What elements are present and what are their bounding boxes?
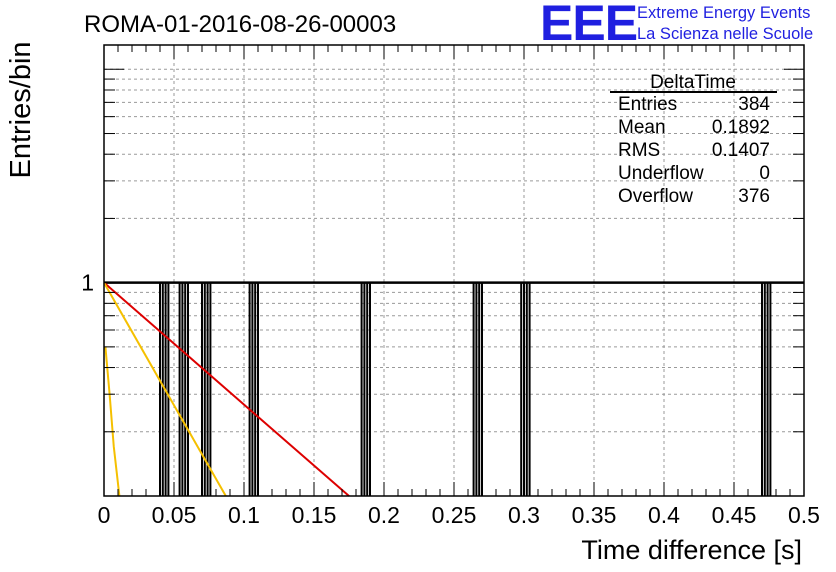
fit-curve (103, 281, 350, 497)
stats-box: DeltaTime Entries 384 Mean 0.1892 RMS 0.1407 U… (610, 72, 777, 207)
x-tick-label: 0.45 (712, 502, 757, 528)
histogram-bar (366, 281, 371, 496)
x-tick-label: 0.4 (648, 502, 680, 528)
y-axis-label: Entries/bin (5, 41, 37, 178)
histogram-bar (520, 281, 525, 496)
stats-value: 376 (738, 186, 770, 207)
x-tick-label: 0.3 (508, 502, 540, 528)
histogram-bar (248, 281, 254, 496)
histogram-bar (472, 281, 478, 496)
logo-line-2: La Scienza nelle Scuole (637, 25, 813, 43)
fit-curve (103, 282, 227, 497)
histogram-bar (766, 281, 772, 496)
histogram-bar (360, 281, 366, 496)
stats-label: Overflow (618, 186, 693, 207)
axes (103, 44, 805, 497)
stats-label: RMS (618, 140, 660, 161)
histogram-bar (178, 281, 184, 496)
x-tick-label: 0.1 (228, 502, 260, 528)
x-tick-label: 0.35 (572, 502, 617, 528)
logo-mark: EEE (540, 0, 637, 51)
fit-curves (103, 281, 350, 497)
stats-title: DeltaTime (650, 72, 736, 93)
x-tick-label: 0.15 (292, 502, 337, 528)
x-tick-label: 0.5 (788, 502, 820, 528)
plot-frame (103, 44, 805, 497)
histogram-bar (159, 281, 164, 496)
chart-title: ROMA-01-2016-08-26-00003 (84, 11, 396, 38)
histogram-bars (104, 281, 804, 496)
histogram-bar (525, 281, 531, 496)
grid (104, 45, 804, 496)
x-tick-label: 0.2 (368, 502, 400, 528)
x-tick-label: 0.25 (432, 502, 477, 528)
x-tick-label: 0.05 (152, 502, 197, 528)
stats-value: 384 (738, 94, 770, 115)
x-tick-label: 0 (98, 502, 111, 528)
stats-value: 0.1407 (712, 140, 770, 161)
x-axis-label: Time difference [s] (581, 535, 802, 565)
eee-logo: EEE Extreme Energy Events La Scienza nel… (540, 0, 813, 51)
y-tick-label: 1 (81, 270, 94, 296)
stats-value: 0 (759, 163, 770, 184)
stats-label: Underflow (618, 163, 704, 184)
logo-line-1: Extreme Energy Events (637, 4, 810, 22)
histogram-bar (761, 281, 766, 496)
histogram-bar (184, 281, 189, 496)
x-tick-labels: 0 0.05 0.1 0.15 0.2 0.25 0.3 0.35 0.4 0.45 0.5 (98, 502, 820, 528)
stats-label: Entries (618, 94, 677, 115)
histogram-bar (254, 281, 259, 496)
stats-value: 0.1892 (712, 117, 770, 138)
y-tick-labels: 1 (81, 270, 94, 296)
histogram-bar (201, 281, 206, 496)
histogram-bar (478, 281, 483, 496)
stats-rows: Entries 384 Mean 0.1892 RMS 0.1407 Underflow 0 O… (618, 94, 770, 207)
stats-label: Mean (618, 117, 666, 138)
fit-curve (104, 346, 121, 497)
